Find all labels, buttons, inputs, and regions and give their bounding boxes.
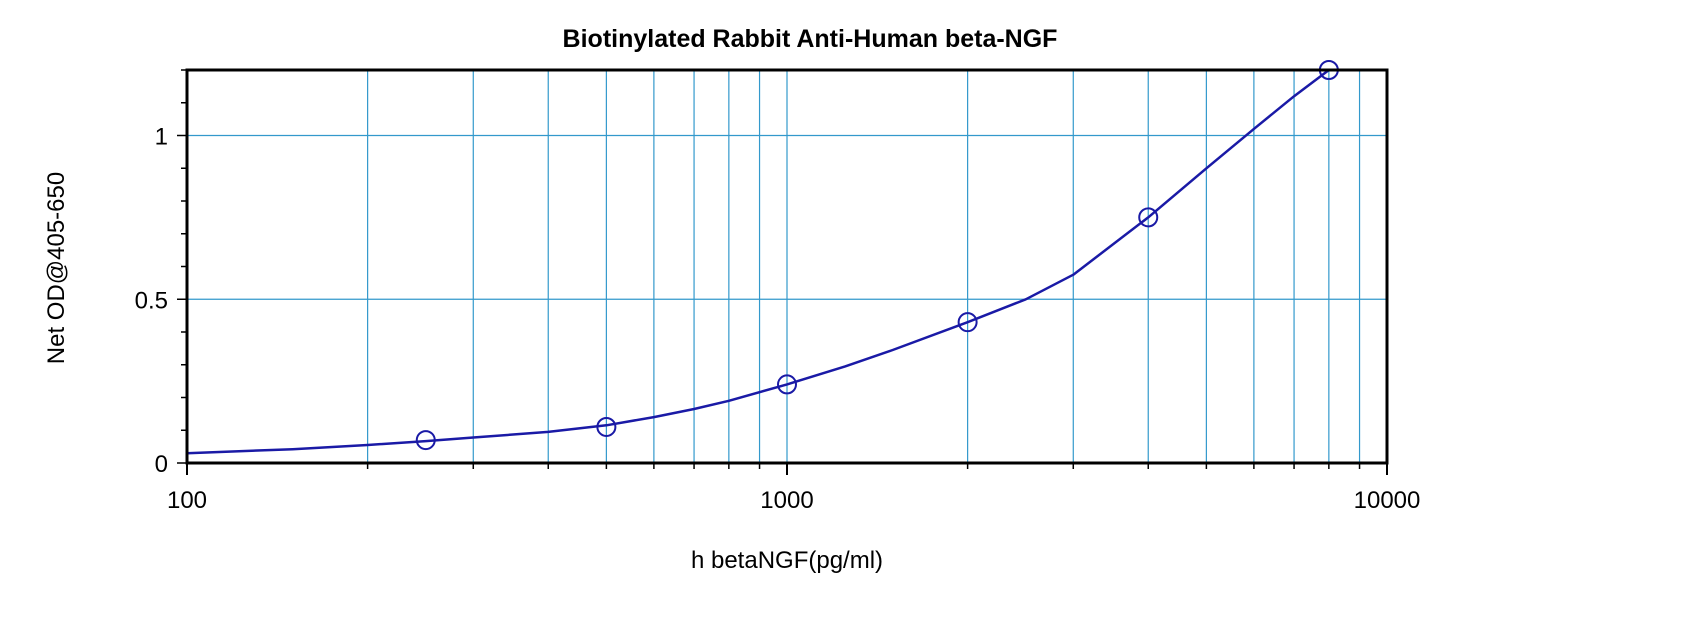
y-tick-labels: 00.51 — [135, 124, 168, 479]
x-tick-label: 10000 — [1354, 487, 1421, 514]
fit-curve-layer — [186, 69, 1330, 455]
y-tick-label: 0 — [155, 451, 168, 478]
chart-title: Biotinylated Rabbit Anti-Human beta-NGF — [563, 25, 1058, 53]
grid — [187, 70, 1387, 463]
data-point — [777, 374, 797, 395]
fit-curve — [186, 69, 1330, 455]
data-point — [415, 430, 436, 451]
data-point — [1138, 207, 1159, 228]
y-tick-label: 1 — [155, 124, 168, 151]
data-point — [596, 416, 617, 437]
x-tick-label: 1000 — [760, 487, 813, 514]
data-points-layer — [415, 60, 1339, 451]
x-tick-label: 100 — [167, 487, 207, 514]
x-tick-labels: 100 1000 10000 — [167, 487, 1420, 514]
y-axis-label: Net OD@405-650 — [43, 172, 70, 364]
axis-ticks — [177, 69, 1388, 475]
data-point — [957, 312, 978, 333]
x-axis-label: h betaNGF(pg/ml) — [691, 547, 883, 574]
y-tick-label: 0.5 — [135, 287, 168, 314]
